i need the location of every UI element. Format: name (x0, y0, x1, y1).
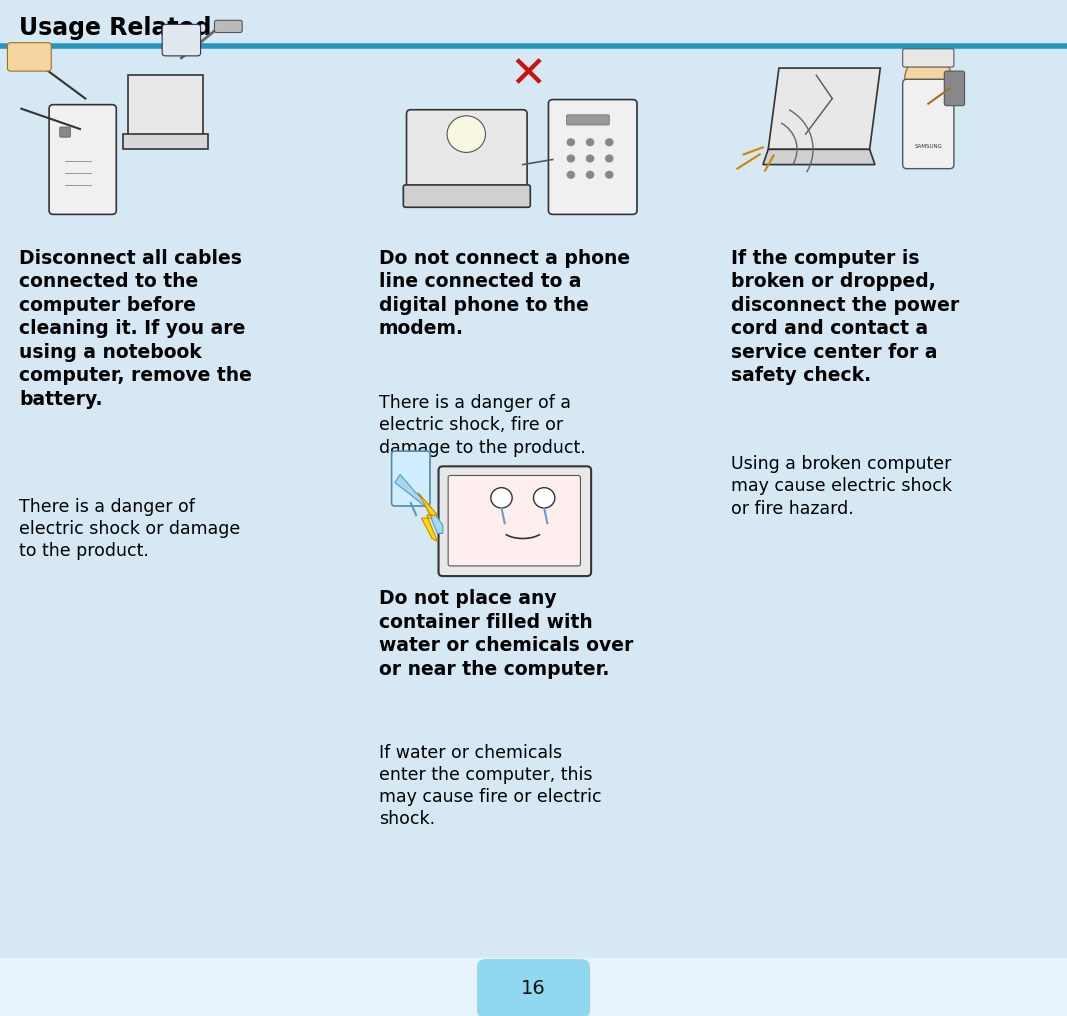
Text: Do not place any
container filled with
water or chemicals over
or near the compu: Do not place any container filled with w… (379, 589, 633, 679)
Text: If water or chemicals
enter the computer, this
may cause fire or electric
shock.: If water or chemicals enter the computer… (379, 744, 602, 828)
Polygon shape (768, 68, 880, 149)
Circle shape (567, 154, 575, 163)
Circle shape (567, 171, 575, 179)
FancyBboxPatch shape (7, 43, 51, 71)
Circle shape (491, 488, 512, 508)
FancyBboxPatch shape (903, 49, 954, 67)
FancyBboxPatch shape (60, 127, 70, 137)
FancyBboxPatch shape (548, 100, 637, 214)
FancyBboxPatch shape (162, 24, 201, 56)
Circle shape (447, 116, 485, 152)
Text: ✕: ✕ (510, 54, 546, 97)
Circle shape (605, 138, 614, 146)
FancyBboxPatch shape (944, 71, 965, 106)
Circle shape (534, 488, 555, 508)
FancyBboxPatch shape (477, 959, 590, 1016)
Text: Do not connect a phone
line connected to a
digital phone to the
modem.: Do not connect a phone line connected to… (379, 249, 630, 338)
Polygon shape (123, 134, 208, 149)
Text: 16: 16 (521, 979, 546, 998)
Text: Using a broken computer
may cause electric shock
or fire hazard.: Using a broken computer may cause electr… (731, 455, 952, 517)
FancyBboxPatch shape (448, 475, 580, 566)
FancyBboxPatch shape (49, 105, 116, 214)
Text: SAMSUNG: SAMSUNG (914, 144, 942, 148)
FancyBboxPatch shape (567, 115, 609, 125)
Circle shape (586, 154, 594, 163)
Circle shape (567, 138, 575, 146)
FancyBboxPatch shape (903, 79, 954, 169)
Circle shape (905, 56, 952, 101)
Circle shape (586, 138, 594, 146)
FancyBboxPatch shape (214, 20, 242, 33)
Circle shape (605, 171, 614, 179)
Polygon shape (763, 149, 875, 165)
FancyBboxPatch shape (439, 466, 591, 576)
Text: Disconnect all cables
connected to the
computer before
cleaning it. If you are
u: Disconnect all cables connected to the c… (19, 249, 252, 408)
Circle shape (605, 154, 614, 163)
Text: There is a danger of
electric shock or damage
to the product.: There is a danger of electric shock or d… (19, 498, 240, 560)
Polygon shape (395, 474, 443, 533)
Text: Usage Related: Usage Related (19, 16, 211, 41)
FancyBboxPatch shape (403, 185, 530, 207)
Polygon shape (418, 493, 437, 542)
Text: If the computer is
broken or dropped,
disconnect the power
cord and contact a
se: If the computer is broken or dropped, di… (731, 249, 959, 385)
Text: There is a danger of a
electric shock, fire or
damage to the product.: There is a danger of a electric shock, f… (379, 394, 586, 456)
FancyBboxPatch shape (392, 451, 430, 506)
Polygon shape (128, 75, 203, 139)
FancyBboxPatch shape (407, 110, 527, 194)
Circle shape (586, 171, 594, 179)
Bar (0, 958, 1067, 1016)
